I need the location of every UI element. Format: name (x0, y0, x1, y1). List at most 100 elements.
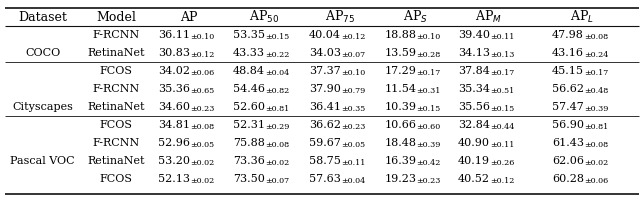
Text: 36.11: 36.11 (158, 30, 190, 40)
Text: ±0.81: ±0.81 (584, 123, 608, 131)
Text: 53.20: 53.20 (158, 156, 190, 166)
Text: ±0.22: ±0.22 (265, 51, 289, 59)
Text: 40.19: 40.19 (458, 156, 490, 166)
Text: 58.75: 58.75 (309, 156, 341, 166)
Text: ±0.10: ±0.10 (190, 33, 214, 41)
Text: ±0.04: ±0.04 (341, 177, 365, 185)
Text: 45.15: 45.15 (552, 66, 584, 76)
Text: 32.84: 32.84 (458, 120, 490, 130)
Text: AP: AP (180, 11, 198, 24)
Text: 62.06: 62.06 (552, 156, 584, 166)
Text: 34.60: 34.60 (158, 102, 190, 112)
Text: ±0.42: ±0.42 (417, 159, 441, 167)
Text: 52.60: 52.60 (233, 102, 265, 112)
Text: ±0.06: ±0.06 (584, 177, 608, 185)
Text: 37.37: 37.37 (309, 66, 341, 76)
Text: 53.35: 53.35 (233, 30, 265, 40)
Text: AP$_{75}$: AP$_{75}$ (324, 9, 355, 25)
Text: ±0.10: ±0.10 (341, 69, 365, 77)
Text: 43.33: 43.33 (233, 48, 265, 58)
Text: ±0.07: ±0.07 (341, 51, 365, 59)
Text: Model: Model (96, 11, 136, 24)
Text: Cityscapes: Cityscapes (12, 102, 73, 112)
Text: ±0.24: ±0.24 (584, 51, 609, 59)
Text: ±0.08: ±0.08 (584, 141, 608, 149)
Text: 34.02: 34.02 (158, 66, 190, 76)
Text: ±0.79: ±0.79 (341, 87, 365, 95)
Text: 17.29: 17.29 (385, 66, 417, 76)
Text: 34.81: 34.81 (158, 120, 190, 130)
Text: ±0.07: ±0.07 (265, 177, 289, 185)
Text: 40.52: 40.52 (458, 175, 490, 184)
Text: 35.34: 35.34 (458, 84, 490, 94)
Text: ±0.04: ±0.04 (265, 69, 289, 77)
Text: 56.90: 56.90 (552, 120, 584, 130)
Text: ±0.05: ±0.05 (190, 141, 214, 149)
Text: RetinaNet: RetinaNet (87, 102, 145, 112)
Text: RetinaNet: RetinaNet (87, 156, 145, 166)
Text: AP$_{L}$: AP$_{L}$ (570, 9, 594, 25)
Text: ±0.44: ±0.44 (490, 123, 515, 131)
Text: 36.41: 36.41 (309, 102, 341, 112)
Text: 19.23: 19.23 (385, 175, 417, 184)
Text: 39.40: 39.40 (458, 30, 490, 40)
Text: 48.84: 48.84 (233, 66, 265, 76)
Text: 13.59: 13.59 (385, 48, 417, 58)
Text: 35.56: 35.56 (458, 102, 490, 112)
Text: ±0.29: ±0.29 (265, 123, 289, 131)
Text: 52.96: 52.96 (158, 138, 190, 148)
Text: ±0.11: ±0.11 (490, 141, 515, 149)
Text: ±0.60: ±0.60 (417, 123, 441, 131)
Text: ±0.65: ±0.65 (190, 87, 214, 95)
Text: 36.62: 36.62 (309, 120, 341, 130)
Text: ±0.17: ±0.17 (584, 69, 608, 77)
Text: 11.54: 11.54 (385, 84, 417, 94)
Text: 37.84: 37.84 (458, 66, 490, 76)
Text: 73.36: 73.36 (233, 156, 265, 166)
Text: 43.16: 43.16 (552, 48, 584, 58)
Text: AP$_{50}$: AP$_{50}$ (248, 9, 279, 25)
Text: 16.39: 16.39 (385, 156, 417, 166)
Text: 37.90: 37.90 (309, 84, 341, 94)
Text: ±0.12: ±0.12 (190, 51, 214, 59)
Text: ±0.17: ±0.17 (490, 69, 515, 77)
Text: RetinaNet: RetinaNet (87, 48, 145, 58)
Text: FCOS: FCOS (99, 66, 132, 76)
Text: ±0.05: ±0.05 (341, 141, 365, 149)
Text: ±0.31: ±0.31 (417, 87, 441, 95)
Text: 60.28: 60.28 (552, 175, 584, 184)
Text: 10.66: 10.66 (385, 120, 417, 130)
Text: 35.36: 35.36 (158, 84, 190, 94)
Text: ±0.02: ±0.02 (190, 159, 214, 167)
Text: ±0.82: ±0.82 (265, 87, 289, 95)
Text: ±0.06: ±0.06 (190, 69, 214, 77)
Text: ±0.12: ±0.12 (490, 177, 515, 185)
Text: ±0.81: ±0.81 (265, 105, 289, 113)
Text: ±0.39: ±0.39 (417, 141, 441, 149)
Text: F-RCNN: F-RCNN (92, 30, 140, 40)
Text: F-RCNN: F-RCNN (92, 84, 140, 94)
Text: FCOS: FCOS (99, 120, 132, 130)
Text: AP$_{S}$: AP$_{S}$ (403, 9, 428, 25)
Text: ±0.48: ±0.48 (584, 87, 608, 95)
Text: ±0.39: ±0.39 (584, 105, 609, 113)
Text: ±0.15: ±0.15 (265, 33, 289, 41)
Text: 73.50: 73.50 (233, 175, 265, 184)
Text: 34.13: 34.13 (458, 48, 490, 58)
Text: ±0.10: ±0.10 (417, 33, 441, 41)
Text: ±0.51: ±0.51 (490, 87, 515, 95)
Text: ±0.28: ±0.28 (417, 51, 441, 59)
Text: AP$_{M}$: AP$_{M}$ (475, 9, 502, 25)
Text: 61.43: 61.43 (552, 138, 584, 148)
Text: 56.62: 56.62 (552, 84, 584, 94)
Text: ±0.35: ±0.35 (341, 105, 365, 113)
Text: 57.47: 57.47 (552, 102, 584, 112)
Text: ±0.17: ±0.17 (417, 69, 441, 77)
Text: ±0.08: ±0.08 (190, 123, 214, 131)
Text: ±0.15: ±0.15 (417, 105, 441, 113)
Text: ±0.11: ±0.11 (490, 33, 515, 41)
Text: 75.88: 75.88 (233, 138, 265, 148)
Text: 34.03: 34.03 (309, 48, 341, 58)
Text: 57.63: 57.63 (309, 175, 341, 184)
Text: 59.67: 59.67 (309, 138, 341, 148)
